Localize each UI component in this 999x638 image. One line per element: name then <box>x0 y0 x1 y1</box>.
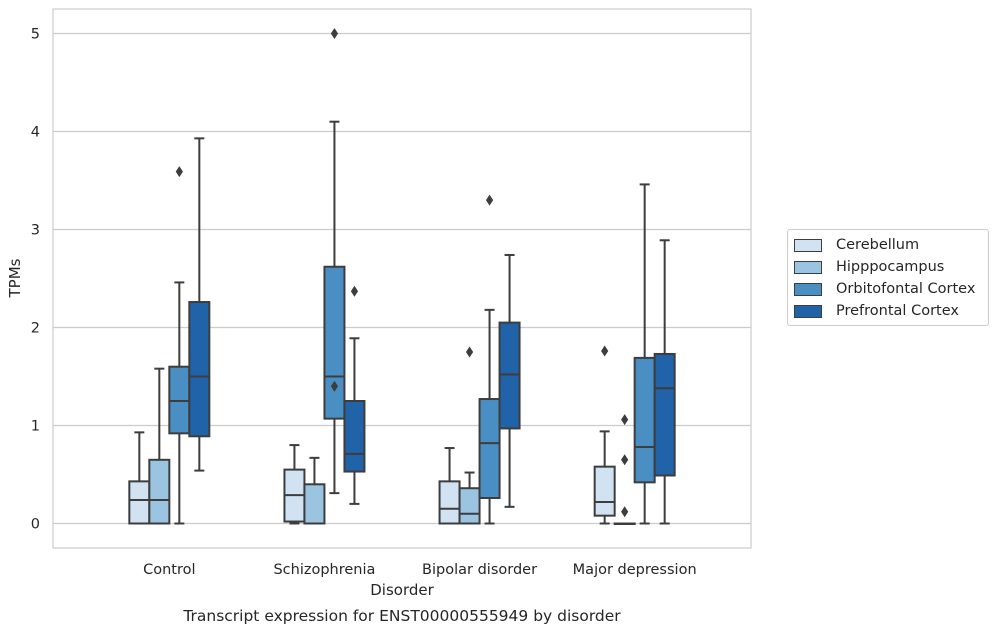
legend-item-orbitofrontal: Orbitofontal Cortex <box>794 279 975 299</box>
box-body <box>188 301 211 438</box>
legend-label-cerebellum: Cerebellum <box>836 237 920 253</box>
legend-label-orbitofrontal: Orbitofontal Cortex <box>836 281 976 297</box>
chart-title: Transcript expression for ENST0000055594… <box>182 607 621 625</box>
box-2-0 <box>168 166 191 525</box>
y-tick-label: 5 <box>31 27 40 43</box>
tick-layer: 0 1 2 3 4 5 Control Schizophrenia Bipolar disord… <box>31 27 697 579</box>
outlier-point <box>621 506 629 518</box>
legend-item-cerebellum: Cerebellum <box>794 235 919 255</box>
box-body <box>323 265 346 420</box>
x-tick-label: Control <box>143 562 195 578</box>
box-body <box>458 487 481 525</box>
y-tick-label: 0 <box>31 517 40 533</box>
legend-label-hippocampus: Hipppocampus <box>836 259 945 275</box>
x-tick-label: Bipolar disorder <box>422 562 537 578</box>
box-body <box>343 400 366 473</box>
box-body <box>653 352 676 477</box>
box-body <box>303 483 326 525</box>
legend-swatch-cerebellum <box>794 238 822 252</box>
box-1-2 <box>458 346 481 525</box>
outlier-point <box>350 285 359 297</box>
box-3-1 <box>343 285 366 505</box>
outlier-point <box>621 454 629 466</box>
outlier-point <box>621 414 629 426</box>
outlier-point <box>601 345 609 357</box>
box-0-2 <box>438 447 461 525</box>
box-body <box>593 465 616 517</box>
outlier-point <box>175 166 183 178</box>
x-tick-label: Schizophrenia <box>273 562 375 578</box>
box-1-0 <box>148 367 171 525</box>
box-0-3 <box>593 345 616 525</box>
outlier-point <box>465 346 474 358</box>
legend-item-prefrontal: Prefrontal Cortex <box>794 301 959 321</box>
box-body <box>148 458 171 525</box>
box-3-0 <box>188 137 211 472</box>
legend-swatch-prefrontal <box>794 304 822 318</box>
box-body <box>633 356 656 484</box>
box-3-3 <box>653 239 676 525</box>
box-3-2 <box>498 253 521 508</box>
y-tick-label: 2 <box>31 321 40 337</box>
box-body <box>128 480 151 525</box>
box-2-2 <box>478 194 501 525</box>
y-axis-label: TPMs <box>6 258 24 298</box>
box-0-1 <box>283 444 306 525</box>
box-body <box>438 480 461 525</box>
legend: Cerebellum Hipppocampus Orbitofontal Cor… <box>787 229 989 326</box>
box-body <box>478 398 501 500</box>
box-2-1 <box>323 28 346 495</box>
legend-item-hippocampus: Hipppocampus <box>794 257 944 277</box>
y-tick-label: 3 <box>31 223 40 239</box>
outlier-point <box>485 194 494 206</box>
legend-swatch-hippocampus <box>794 260 822 274</box>
outlier-point <box>330 28 339 39</box>
y-tick-label: 4 <box>31 125 40 141</box>
legend-label-prefrontal: Prefrontal Cortex <box>836 303 959 319</box>
x-tick-label: Major depression <box>573 562 697 578</box>
data-layer <box>128 28 676 525</box>
x-axis-label: Disorder <box>370 581 434 599</box>
legend-swatch-orbitofrontal <box>794 282 822 296</box>
box-1-1 <box>303 456 326 525</box>
plot-frame <box>52 8 752 549</box>
y-tick-label: 1 <box>31 419 40 435</box>
box-2-3 <box>633 183 656 525</box>
box-1-3 <box>613 414 636 525</box>
outlier-point <box>330 380 339 392</box>
box-0-0 <box>128 431 151 525</box>
